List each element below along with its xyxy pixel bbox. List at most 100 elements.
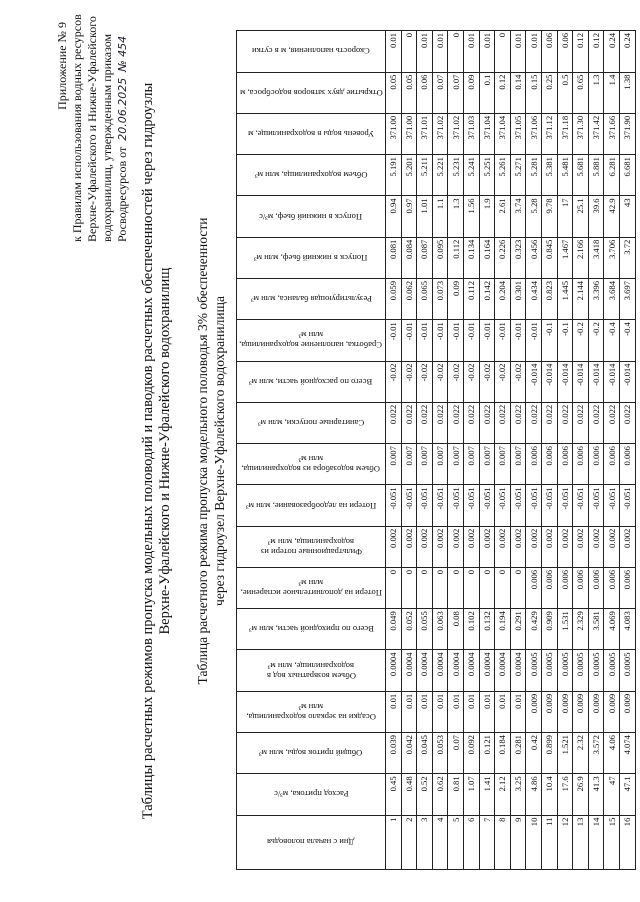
table-cell: 371.66 <box>603 113 620 155</box>
table-cell: 0 <box>447 567 464 609</box>
column-header-text: Потери на дополнительное испарение, млн … <box>240 578 382 599</box>
table-cell: 5.211 <box>416 154 433 196</box>
table-cell: 0.01 <box>479 30 495 73</box>
table-cell: 0.006 <box>588 443 604 485</box>
table-cell: 0.006 <box>525 443 542 485</box>
table-cell: 0.0004 <box>494 650 511 692</box>
table-cell: 0.007 <box>401 443 417 485</box>
table-cell: 5.191 <box>385 154 402 196</box>
header-text: водохранилищ, утвержденным приказом <box>100 33 114 242</box>
column-header-text: Объем водозабора из водохранилища, млн м… <box>241 454 381 475</box>
table-cell: 371.04 <box>479 113 495 155</box>
table-cell: 0.434 <box>525 278 542 320</box>
table-cell: 2.32 <box>572 732 589 774</box>
table-cell: 0 <box>494 567 511 609</box>
table-cell: 371.42 <box>588 113 604 155</box>
column-header-text: Потери на ледообразование, млн м³ <box>245 500 377 511</box>
column-header-text: Санитарные попуски, млн м³ <box>257 417 365 428</box>
table-cell: 0.022 <box>447 402 464 444</box>
header-line: Приложение № 9 <box>55 22 70 242</box>
table-row: 8 2.12 0.184 0.01 0.0004 0.194 0 0.002 -0.051 0.0… <box>494 30 511 870</box>
table-cell: 1.01 <box>416 195 433 238</box>
table-cell: 0.01 <box>479 691 495 733</box>
table-cell: 0.01 <box>385 691 402 733</box>
table-cell: -0.051 <box>494 484 511 527</box>
table-cell: 0.055 <box>416 608 433 650</box>
table-cell: -0.01 <box>401 319 417 362</box>
table-cell: 0.226 <box>494 237 511 279</box>
table-cell: 5.681 <box>572 154 589 196</box>
table-cell: 0.01 <box>463 691 480 733</box>
table-cell: 5.231 <box>447 154 464 196</box>
table-cell: 2.12 <box>494 773 511 816</box>
table-cell: -0.2 <box>588 319 604 362</box>
table-cell: 1 <box>385 815 402 870</box>
table-cell: -0.01 <box>385 319 402 362</box>
table-cell: 0.022 <box>619 402 635 444</box>
table-cell: -0.051 <box>588 484 604 527</box>
table-cell: 0.97 <box>401 195 417 238</box>
table-cell: 0.05 <box>385 72 402 114</box>
table-cell: -0.02 <box>447 361 464 403</box>
table-cell: 0.022 <box>588 402 604 444</box>
table-cell: 0.002 <box>494 526 511 568</box>
table-cell: 0.0005 <box>541 650 558 692</box>
table-cell: -0.01 <box>463 319 480 362</box>
table-cell: 0.053 <box>432 732 448 774</box>
table-cell: -0.01 <box>432 319 448 362</box>
table-cell: 0.01 <box>463 30 480 73</box>
table-cell: 0.14 <box>510 72 526 114</box>
table-cell: 0.0004 <box>510 650 526 692</box>
table-cell: 1.531 <box>557 608 573 650</box>
table-cell: 3.72 <box>619 237 635 279</box>
column-header-text: Общий приток воды, млн м³ <box>259 748 363 759</box>
table-cell: 0.006 <box>572 567 589 609</box>
table-cell: 0.184 <box>494 732 511 774</box>
table-cell: 5.251 <box>479 154 495 196</box>
table-cell: 0.01 <box>494 691 511 733</box>
column-header: Результирующая баланса, млн м³ <box>236 278 386 320</box>
table-cell: 0 <box>510 567 526 609</box>
table-cell: 0.112 <box>447 237 464 279</box>
header-text: к Правилам использования водных ресурсов <box>70 14 84 242</box>
table-cell: 0.01 <box>510 691 526 733</box>
table-cell: -0.014 <box>525 361 542 403</box>
table-cell: 0.002 <box>588 526 604 568</box>
table-cell: 1.3 <box>447 195 464 238</box>
table-cell: 47.1 <box>619 773 635 816</box>
column-header-text: Объем водохранилища, млн м³ <box>254 170 368 181</box>
table-cell: 0.006 <box>603 443 620 485</box>
table-cell: 0.0005 <box>619 650 635 692</box>
table-cell: 371.02 <box>432 113 448 155</box>
table-cell: 0.0004 <box>401 650 417 692</box>
table-cell: 0.102 <box>463 608 480 650</box>
caption-line: через гидроузел Верхне-Уфалейского водох… <box>212 296 227 606</box>
table-cell: 0.084 <box>401 237 417 279</box>
table-cell: 0 <box>447 30 464 73</box>
column-header-text: Осадки на зеркало водохранилища, млн м³ <box>246 701 376 722</box>
table-cell: 12 <box>557 815 573 870</box>
table-cell: 0.281 <box>510 732 526 774</box>
header-text: Верхне-Уфалейского и Нижне-Уфалейского <box>85 16 99 242</box>
table-cell: 0.0005 <box>525 650 542 692</box>
table-cell: 0.06 <box>541 30 558 73</box>
table-cell: -0.2 <box>572 319 589 362</box>
table-cell: 371.01 <box>416 113 433 155</box>
table-cell: 6 <box>463 815 480 870</box>
column-header-text: Фильтрационные потери из водохранилища, … <box>260 536 362 557</box>
table-cell: 0.002 <box>541 526 558 568</box>
table-cell: 25.1 <box>572 195 589 238</box>
table-cell: 0.0004 <box>463 650 480 692</box>
table-cell: 0.002 <box>416 526 433 568</box>
table-cell: 10 <box>525 815 542 870</box>
table-cell: 0.429 <box>525 608 542 650</box>
handwritten-number: № 454 <box>116 35 129 72</box>
column-header: Санитарные попуски, млн м³ <box>236 402 386 444</box>
table-cell: -0.01 <box>510 319 526 362</box>
table-cell: 7 <box>479 815 495 870</box>
table-cell: 0.134 <box>463 237 480 279</box>
table-cell: 4.083 <box>619 608 635 650</box>
table-cell: 5.28 <box>525 195 542 238</box>
table-cell: 17 <box>557 195 573 238</box>
table-cell: 0.002 <box>432 526 448 568</box>
